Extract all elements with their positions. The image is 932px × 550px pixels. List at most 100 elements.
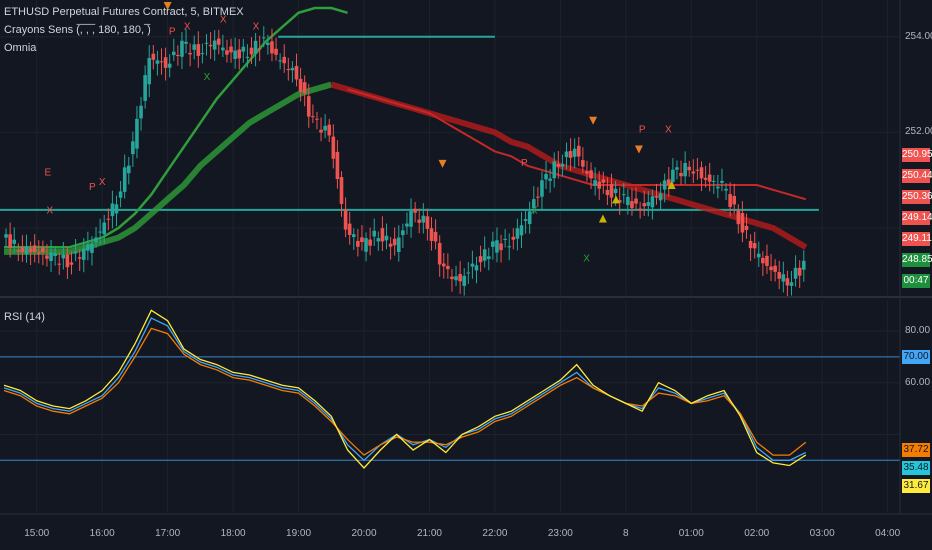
indicator-omnia-label[interactable]: Omnia xyxy=(4,42,37,54)
candle-body xyxy=(110,203,115,217)
candle-body xyxy=(454,276,458,281)
candle-body xyxy=(683,163,687,177)
candle-body xyxy=(601,179,606,183)
candle-body xyxy=(61,254,66,259)
candle-body xyxy=(666,179,671,186)
signal-marker: X xyxy=(204,72,211,83)
candle-body xyxy=(593,180,597,186)
candle-body xyxy=(515,228,520,239)
candle-body xyxy=(311,116,315,118)
candle-body xyxy=(572,148,577,157)
candle-body xyxy=(196,44,201,56)
rsi-label[interactable]: RSI (14) xyxy=(4,311,45,323)
candle-body xyxy=(462,275,467,286)
time-tick-label: 8 xyxy=(623,528,629,539)
ma-fast-line xyxy=(4,6,348,249)
candle-body xyxy=(576,145,581,157)
candle-body xyxy=(654,196,659,198)
buy-arrow-icon xyxy=(667,180,676,189)
candle-body xyxy=(671,169,675,182)
signal-marker: P xyxy=(283,0,290,1)
candle-body xyxy=(384,235,389,241)
candle-body xyxy=(286,69,291,71)
candle-body xyxy=(319,129,323,133)
candle-body xyxy=(499,243,503,251)
candle-body xyxy=(650,196,655,208)
candle-body xyxy=(793,267,798,279)
candle-body xyxy=(360,237,364,243)
candle-body xyxy=(396,237,401,252)
candle-body xyxy=(356,240,360,247)
candle-body xyxy=(417,219,422,223)
candle-body xyxy=(756,253,761,258)
time-tick-label: 21:00 xyxy=(416,528,442,539)
sell-arrow-icon xyxy=(438,159,447,168)
moving-averages xyxy=(4,6,808,255)
symbol-title[interactable]: ETHUSD Perpetual Futures Contract, 5, BI… xyxy=(4,6,244,18)
candle-body xyxy=(327,124,332,136)
candle-body xyxy=(351,234,356,238)
candle-body xyxy=(675,167,679,170)
candle-body xyxy=(4,234,8,238)
rsi-line-yellow xyxy=(3,309,807,469)
candle-body xyxy=(184,41,188,44)
signal-marker: P xyxy=(521,158,528,169)
time-tick-label: 23:00 xyxy=(547,528,573,539)
candle-body xyxy=(446,265,450,270)
sell-arrow-icon xyxy=(589,116,598,125)
rsi-value-tag: 35.48 xyxy=(902,461,930,475)
candle-body xyxy=(527,211,532,225)
signal-marker: X xyxy=(220,14,227,25)
candle-body xyxy=(679,172,683,177)
candle-body xyxy=(552,161,557,179)
candle-body xyxy=(266,42,270,46)
candle-body xyxy=(135,118,139,149)
pane-separators xyxy=(0,0,932,515)
candle-body xyxy=(8,234,12,248)
price-tag: 250.44 xyxy=(902,169,932,183)
candle-body xyxy=(425,216,430,229)
candle-body xyxy=(711,180,716,182)
candle-body xyxy=(474,265,479,271)
candle-body xyxy=(617,200,622,203)
candle-body xyxy=(720,180,724,183)
price-tag: 249.11 xyxy=(902,232,932,246)
candle-body xyxy=(261,37,266,39)
price-tag: 00:47 xyxy=(902,274,930,288)
candle-body xyxy=(298,78,303,92)
buy-arrow-icon xyxy=(598,214,607,223)
price-tag: 250.95 xyxy=(902,148,932,162)
candle-body xyxy=(151,53,156,60)
candle-body xyxy=(343,209,348,230)
candles xyxy=(4,26,806,298)
candle-body xyxy=(237,49,242,59)
candle-body xyxy=(41,247,45,253)
candle-body xyxy=(470,263,475,267)
candle-body xyxy=(748,240,753,249)
candle-body xyxy=(621,194,626,196)
candle-body xyxy=(626,196,630,206)
candle-body xyxy=(73,251,78,254)
candle-body xyxy=(785,278,790,286)
candle-body xyxy=(597,181,602,189)
rsi-tick-label: 60.00 xyxy=(905,376,931,388)
signal-marker: X xyxy=(583,254,590,265)
candle-body xyxy=(642,203,647,207)
candle-body xyxy=(81,248,86,260)
candle-body xyxy=(24,246,29,255)
candle-body xyxy=(609,184,614,198)
candle-body xyxy=(536,196,540,198)
candle-body xyxy=(699,167,704,179)
candle-body xyxy=(69,262,74,265)
candle-body xyxy=(102,222,107,235)
candle-body xyxy=(789,282,794,286)
indicator-crayons-label[interactable]: Crayons Sens (̅, ̅, ̅, 180, 180, ̅) xyxy=(4,24,151,36)
time-tick-label: 02:00 xyxy=(744,528,770,539)
candle-body xyxy=(585,171,589,174)
candle-body xyxy=(450,276,454,280)
time-tick-label: 16:00 xyxy=(89,528,115,539)
candle-body xyxy=(392,238,397,246)
candle-body xyxy=(122,167,127,192)
